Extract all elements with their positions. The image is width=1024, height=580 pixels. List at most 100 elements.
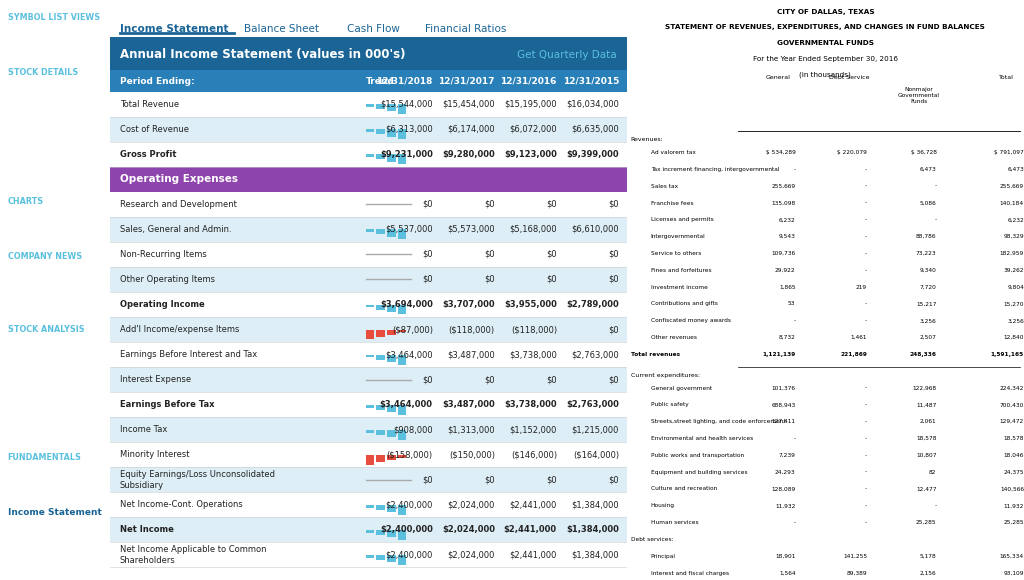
Text: STOCK DETAILS: STOCK DETAILS bbox=[7, 68, 78, 77]
Text: 88,786: 88,786 bbox=[916, 234, 937, 239]
FancyBboxPatch shape bbox=[398, 455, 407, 458]
Text: Call Transcripts: Call Transcripts bbox=[7, 472, 87, 481]
Text: -: - bbox=[865, 403, 867, 407]
Text: ($146,000): ($146,000) bbox=[511, 450, 557, 459]
Text: -: - bbox=[865, 520, 867, 525]
FancyBboxPatch shape bbox=[377, 304, 385, 310]
Text: $0: $0 bbox=[484, 375, 495, 384]
Text: 140,566: 140,566 bbox=[1000, 487, 1024, 491]
FancyBboxPatch shape bbox=[377, 154, 385, 160]
FancyBboxPatch shape bbox=[110, 70, 627, 92]
Text: $15,195,000: $15,195,000 bbox=[504, 100, 557, 108]
Text: $2,763,000: $2,763,000 bbox=[571, 350, 618, 359]
FancyBboxPatch shape bbox=[110, 217, 627, 242]
Text: $9,280,000: $9,280,000 bbox=[442, 150, 495, 159]
Text: $5,168,000: $5,168,000 bbox=[509, 225, 557, 234]
Text: -: - bbox=[865, 318, 867, 323]
Text: -: - bbox=[865, 201, 867, 205]
Text: Option Chain: Option Chain bbox=[7, 178, 74, 187]
Text: -: - bbox=[865, 218, 867, 222]
Text: $3,464,000: $3,464,000 bbox=[385, 350, 433, 359]
Text: 6,473: 6,473 bbox=[1008, 167, 1024, 172]
Text: Interest and fiscal charges: Interest and fiscal charges bbox=[650, 571, 729, 575]
Text: Add'l Income/expense Items: Add'l Income/expense Items bbox=[120, 325, 240, 334]
Text: $2,400,000: $2,400,000 bbox=[385, 501, 433, 509]
Text: $5,573,000: $5,573,000 bbox=[447, 225, 495, 234]
Text: 24,375: 24,375 bbox=[1004, 470, 1024, 474]
Text: $1,384,000: $1,384,000 bbox=[566, 525, 618, 534]
Text: $2,441,000: $2,441,000 bbox=[510, 501, 557, 509]
Text: Equipment and building services: Equipment and building services bbox=[650, 470, 748, 474]
Text: Net Income-Cont. Operations: Net Income-Cont. Operations bbox=[120, 501, 243, 509]
FancyBboxPatch shape bbox=[398, 129, 407, 139]
FancyBboxPatch shape bbox=[366, 455, 374, 465]
Text: -: - bbox=[935, 503, 937, 508]
FancyBboxPatch shape bbox=[387, 154, 395, 162]
Text: $2,024,000: $2,024,000 bbox=[441, 525, 495, 534]
Text: For the Year Ended September 30, 2016: For the Year Ended September 30, 2016 bbox=[753, 56, 898, 61]
Text: 1,591,165: 1,591,165 bbox=[991, 352, 1024, 357]
Text: Company
Headlines: Company Headlines bbox=[7, 270, 58, 289]
Text: $0: $0 bbox=[422, 375, 433, 384]
Text: 128,089: 128,089 bbox=[771, 487, 796, 491]
Text: $2,024,000: $2,024,000 bbox=[447, 501, 495, 509]
Text: 255,669: 255,669 bbox=[999, 184, 1024, 189]
Text: Other revenues: Other revenues bbox=[650, 335, 696, 340]
Text: $0: $0 bbox=[546, 200, 557, 209]
FancyBboxPatch shape bbox=[110, 367, 627, 392]
Text: 165,334: 165,334 bbox=[999, 554, 1024, 559]
Text: 93,109: 93,109 bbox=[1004, 571, 1024, 575]
Text: 1,564: 1,564 bbox=[779, 571, 796, 575]
Text: FlashQuotes: FlashQuotes bbox=[7, 32, 72, 41]
FancyBboxPatch shape bbox=[398, 304, 407, 314]
Text: $0: $0 bbox=[608, 325, 618, 334]
Text: 15,217: 15,217 bbox=[916, 302, 937, 306]
Text: Debt Service: Debt Service bbox=[829, 75, 869, 81]
Text: $2,441,000: $2,441,000 bbox=[510, 550, 557, 560]
FancyBboxPatch shape bbox=[110, 192, 627, 217]
Text: 12/31/2016: 12/31/2016 bbox=[501, 77, 557, 86]
Text: Equity Earnings/Loss Unconsolidated
Subsidiary: Equity Earnings/Loss Unconsolidated Subs… bbox=[120, 470, 274, 490]
Text: $3,955,000: $3,955,000 bbox=[504, 300, 557, 309]
Text: Get Quarterly Data: Get Quarterly Data bbox=[517, 49, 616, 60]
Text: 24,293: 24,293 bbox=[775, 470, 796, 474]
Text: Gross Profit: Gross Profit bbox=[120, 150, 176, 159]
Text: $0: $0 bbox=[484, 476, 495, 484]
FancyBboxPatch shape bbox=[110, 517, 627, 542]
Text: $1,384,000: $1,384,000 bbox=[571, 501, 618, 509]
FancyBboxPatch shape bbox=[110, 392, 627, 417]
Text: 12,477: 12,477 bbox=[916, 487, 937, 491]
Text: 221,869: 221,869 bbox=[840, 352, 867, 357]
Text: ($87,000): ($87,000) bbox=[392, 325, 433, 334]
FancyBboxPatch shape bbox=[110, 542, 627, 567]
FancyBboxPatch shape bbox=[110, 443, 627, 467]
FancyBboxPatch shape bbox=[377, 455, 385, 462]
Text: Net Income: Net Income bbox=[120, 525, 174, 534]
FancyBboxPatch shape bbox=[366, 229, 374, 232]
Text: Total revenues: Total revenues bbox=[631, 352, 680, 357]
FancyBboxPatch shape bbox=[366, 530, 374, 532]
Text: $0: $0 bbox=[422, 275, 433, 284]
Text: 219: 219 bbox=[856, 285, 867, 289]
Text: $1,152,000: $1,152,000 bbox=[510, 425, 557, 434]
Text: -: - bbox=[794, 436, 796, 441]
Text: Total: Total bbox=[998, 75, 1014, 81]
Text: Summary Quote: Summary Quote bbox=[7, 86, 90, 96]
Text: -: - bbox=[935, 218, 937, 222]
Text: SYMBOL LIST VIEWS: SYMBOL LIST VIEWS bbox=[7, 13, 99, 22]
Text: SEC Filings: SEC Filings bbox=[7, 545, 63, 554]
Text: Income Tax: Income Tax bbox=[120, 425, 167, 434]
Text: 29,922: 29,922 bbox=[775, 268, 796, 273]
FancyBboxPatch shape bbox=[110, 342, 627, 367]
Text: Contributions and gifts: Contributions and gifts bbox=[650, 302, 718, 306]
Text: 182,959: 182,959 bbox=[999, 251, 1024, 256]
FancyBboxPatch shape bbox=[377, 229, 385, 234]
Text: Revenues:: Revenues: bbox=[631, 137, 664, 143]
Text: -: - bbox=[865, 184, 867, 189]
Text: Culture and recreation: Culture and recreation bbox=[650, 487, 717, 491]
Text: 2,061: 2,061 bbox=[920, 419, 937, 424]
Text: Net Income Applicable to Common
Shareholders: Net Income Applicable to Common Sharehol… bbox=[120, 545, 266, 565]
Text: 53: 53 bbox=[788, 302, 796, 306]
FancyBboxPatch shape bbox=[366, 430, 374, 433]
Text: 15,270: 15,270 bbox=[1004, 302, 1024, 306]
